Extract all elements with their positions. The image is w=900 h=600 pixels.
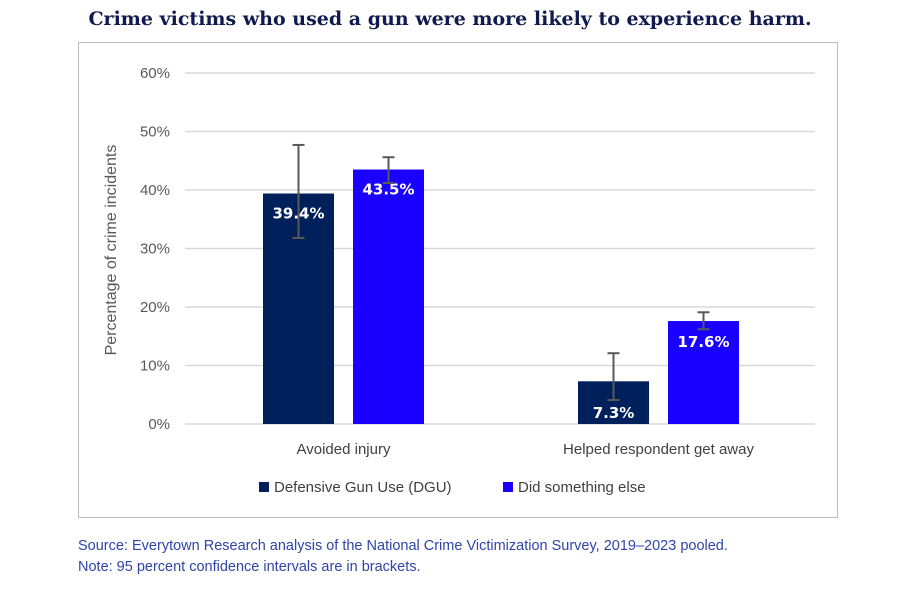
y-tick-label: 20% bbox=[140, 299, 170, 316]
y-tick-label: 60% bbox=[140, 65, 170, 82]
ci-note: Note: 95 percent confidence intervals ar… bbox=[78, 559, 421, 575]
y-tick-label: 40% bbox=[140, 182, 170, 199]
legend-label: Defensive Gun Use (DGU) bbox=[274, 479, 452, 496]
y-tick-label: 30% bbox=[140, 241, 170, 258]
x-tick-label: Avoided injury bbox=[297, 441, 391, 458]
legend-swatch bbox=[259, 482, 269, 492]
bar-1-0 bbox=[353, 169, 424, 424]
data-label: 43.5% bbox=[362, 181, 414, 199]
legend-swatch bbox=[503, 482, 513, 492]
source-note: Source: Everytown Research analysis of t… bbox=[78, 538, 728, 554]
data-label: 17.6% bbox=[677, 333, 729, 351]
y-tick-label: 50% bbox=[140, 124, 170, 141]
chart-title: Crime victims who used a gun were more l… bbox=[88, 8, 812, 30]
y-tick-label: 10% bbox=[140, 358, 170, 375]
bar-1-1 bbox=[668, 321, 739, 424]
y-tick-label: 0% bbox=[148, 416, 170, 433]
legend-label: Did something else bbox=[518, 479, 646, 496]
x-tick-label: Helped respondent get away bbox=[563, 441, 754, 458]
y-axis-label: Percentage of crime incidents bbox=[103, 145, 120, 356]
chart-frame bbox=[78, 42, 838, 518]
data-label: 7.3% bbox=[593, 404, 635, 422]
